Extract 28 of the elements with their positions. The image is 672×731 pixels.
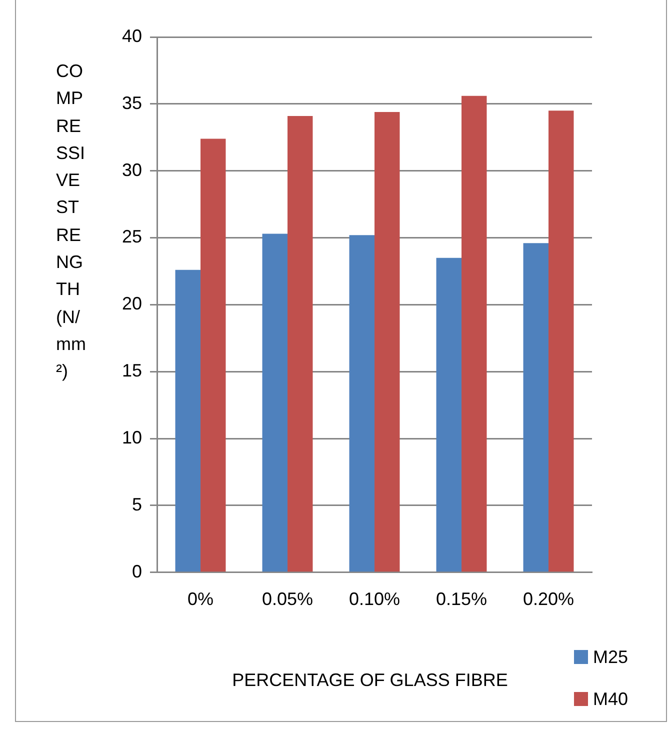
x-tick-label: 0.10%: [348, 589, 400, 610]
bar: [175, 270, 200, 572]
x-tick-label: 0.05%: [262, 589, 314, 610]
x-tick-label: 0.15%: [436, 589, 488, 610]
legend-label: M40: [593, 688, 628, 710]
bar: [374, 112, 400, 572]
y-tick-label: 40: [122, 26, 142, 46]
y-tick-label: 5: [132, 494, 142, 514]
legend-label: M25: [593, 646, 628, 668]
y-tick-label: 20: [122, 294, 142, 314]
bar: [349, 235, 374, 572]
y-tick-label: 10: [122, 428, 142, 448]
x-axis-title: PERCENTAGE OF GLASS FIBRE: [231, 670, 509, 691]
bar: [436, 258, 462, 572]
bar: [262, 234, 288, 572]
bar: [462, 96, 487, 572]
y-tick-label: 0: [132, 561, 142, 582]
y-tick-label: 30: [122, 160, 142, 180]
bar: [200, 138, 226, 572]
bar: [548, 110, 574, 572]
y-tick-label: 25: [122, 226, 142, 247]
y-tick-label: 35: [122, 92, 142, 113]
bar: [288, 116, 313, 572]
bar: [523, 243, 548, 572]
x-tick-label: 0%: [187, 589, 214, 610]
y-tick-label: 15: [122, 360, 142, 381]
x-tick-label: 0.20%: [522, 589, 574, 610]
text: COMPRESSIVE STRENGTH (N/mm²): [56, 61, 86, 382]
